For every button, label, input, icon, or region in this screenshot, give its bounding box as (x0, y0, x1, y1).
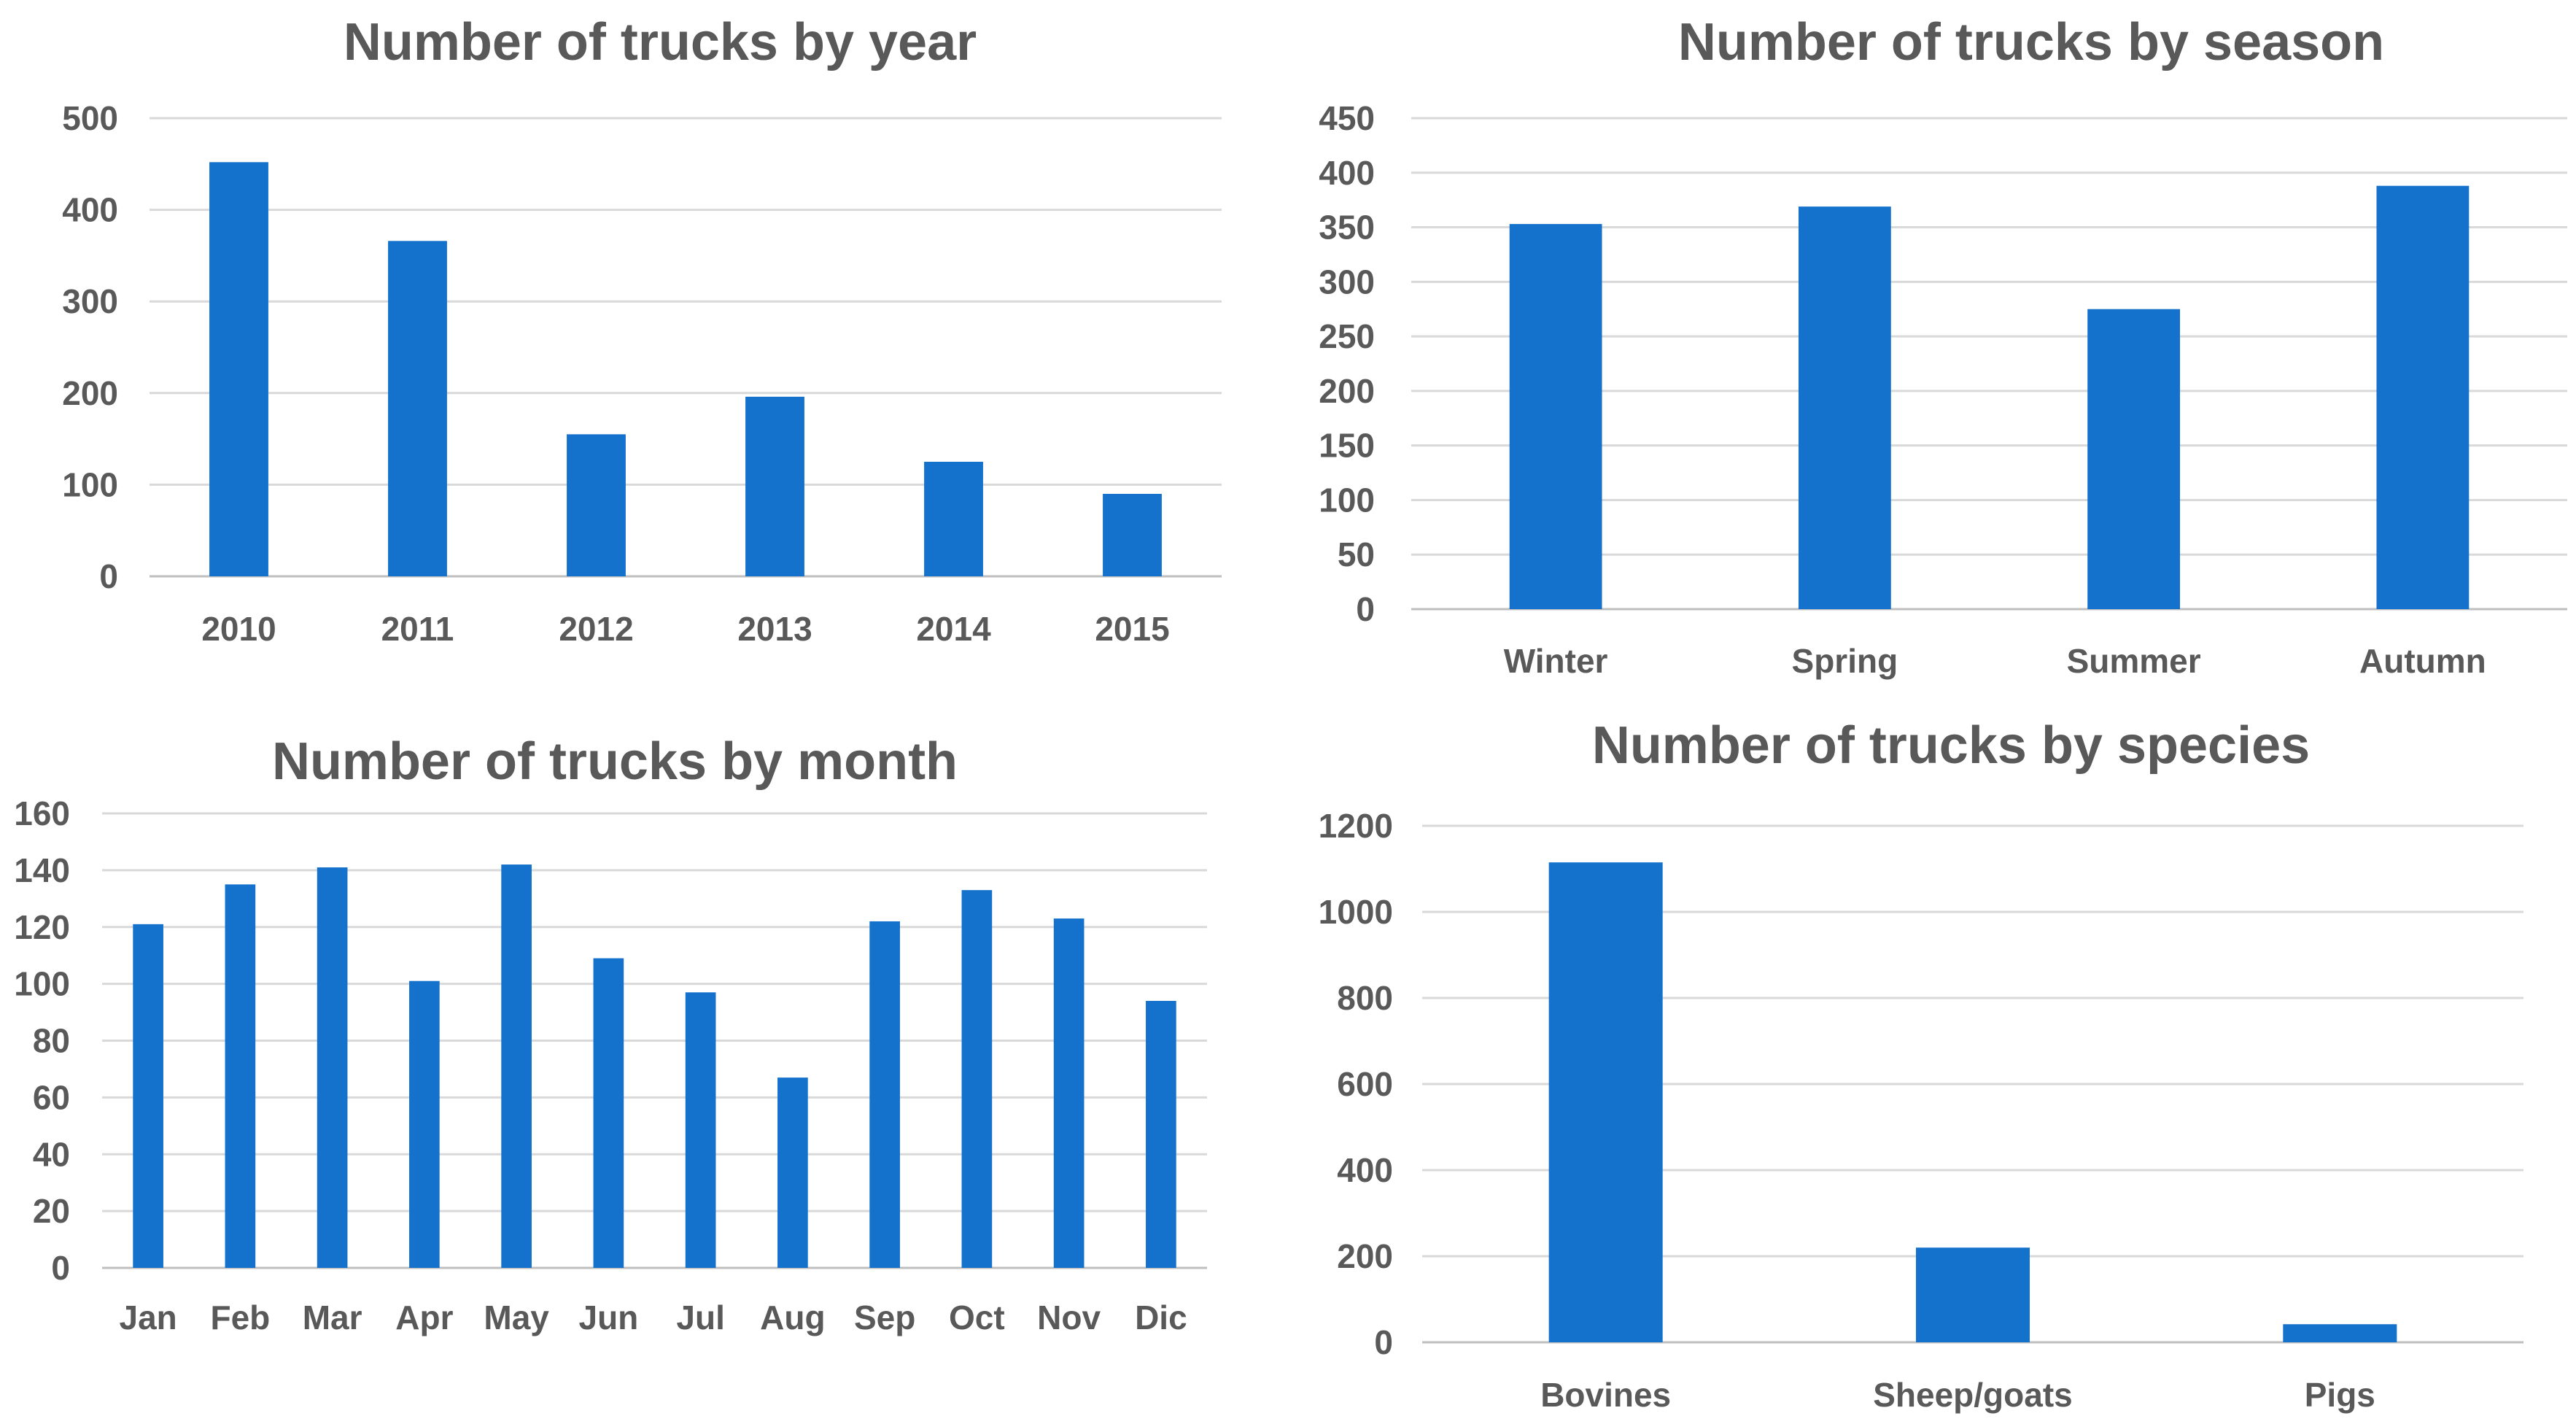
bar-apr (409, 980, 440, 1268)
chart-trucks-by-season: Number of trucks by season 0 50 100 150 200 2… (1319, 13, 2567, 680)
y-tick-label: 600 (1337, 1065, 1393, 1103)
bar-2012 (567, 434, 626, 576)
y-tick-label: 1200 (1319, 807, 1393, 845)
x-tick-label: 2014 (916, 610, 991, 648)
bar-bovines (1548, 862, 1663, 1342)
x-tick-label: 2011 (381, 610, 454, 648)
x-tick-label: Nov (1037, 1299, 1101, 1336)
bar-feb (225, 884, 256, 1268)
bar-2010 (209, 162, 268, 577)
y-tick-label: 100 (62, 465, 118, 503)
x-tick-label: Bovines (1540, 1376, 1671, 1414)
bar-summer (2087, 309, 2181, 609)
bar-oct (961, 890, 993, 1268)
y-tick-label: 300 (62, 282, 118, 320)
x-tick-label: 2010 (201, 610, 276, 648)
bar-sheep-goats (1915, 1247, 2030, 1342)
y-tick-label: 0 (1356, 590, 1375, 628)
bar-aug (777, 1077, 808, 1268)
y-tick-label: 400 (1319, 154, 1375, 192)
y-tick-label: 120 (14, 908, 70, 946)
x-tick-label: Aug (760, 1299, 825, 1336)
bar-nov (1053, 918, 1085, 1268)
y-tick-label: 250 (1319, 317, 1375, 355)
bar-may (501, 864, 532, 1268)
y-tick-label: 0 (99, 557, 118, 595)
y-tick-label: 400 (62, 191, 118, 229)
chart-trucks-by-year: Number of trucks by year 0 100 200 300 400 50… (62, 13, 1222, 648)
y-tick-label: 500 (62, 99, 118, 137)
y-tick-label: 300 (1319, 263, 1375, 301)
bar-dic (1146, 1000, 1176, 1268)
bar-sep (869, 921, 900, 1268)
y-tick-label: 20 (33, 1192, 70, 1230)
bar-2011 (388, 241, 447, 576)
chart-trucks-by-month: Number of trucks by month 0 20 40 60 80 100 12… (14, 732, 1207, 1336)
y-tick-label: 50 (1338, 535, 1375, 573)
x-tick-label: Jul (676, 1299, 724, 1336)
y-tick-label: 100 (1319, 481, 1375, 519)
y-tick-label: 800 (1337, 979, 1393, 1017)
x-tick-label: Summer (2067, 642, 2201, 680)
bar-2013 (745, 396, 804, 576)
y-tick-label: 200 (1337, 1237, 1393, 1275)
y-tick-label: 0 (1374, 1323, 1393, 1361)
bar-pigs (2283, 1324, 2397, 1342)
x-tick-label: Jun (578, 1299, 638, 1336)
bar-2014 (924, 462, 983, 576)
x-tick-label: Sheep/goats (1873, 1376, 2073, 1414)
x-tick-label: 2015 (1095, 610, 1169, 648)
x-tick-label: May (484, 1299, 549, 1336)
x-tick-label: 2013 (737, 610, 812, 648)
x-tick-label: Feb (210, 1299, 270, 1336)
y-tick-label: 100 (14, 965, 70, 1003)
x-tick-label: Spring (1792, 642, 1898, 680)
x-tick-label: Winter (1504, 642, 1608, 680)
y-tick-label: 40 (33, 1135, 70, 1173)
y-tick-label: 1000 (1319, 893, 1393, 931)
chart-trucks-by-species: Number of trucks by species 0 200 400 600 80… (1319, 716, 2523, 1414)
bar-2015 (1103, 493, 1162, 576)
x-tick-label: Sep (854, 1299, 915, 1336)
x-tick-label: 2012 (559, 610, 633, 648)
y-tick-label: 0 (51, 1249, 70, 1287)
chart-title: Number of trucks by month (272, 732, 958, 791)
x-tick-label: Mar (303, 1299, 362, 1336)
bar-jan (133, 924, 163, 1268)
bar-mar (317, 867, 348, 1268)
bar-jun (593, 958, 624, 1268)
y-tick-label: 450 (1319, 99, 1375, 137)
bar-autumn (2376, 185, 2470, 610)
y-tick-label: 200 (1319, 372, 1375, 410)
x-tick-label: Autumn (2359, 642, 2486, 680)
chart-title: Number of trucks by species (1592, 716, 2310, 775)
x-tick-label: Oct (949, 1299, 1005, 1336)
y-tick-label: 200 (62, 374, 118, 412)
chart-title: Number of trucks by season (1678, 13, 2384, 71)
y-tick-label: 160 (14, 794, 70, 832)
x-tick-label: Pigs (2305, 1376, 2375, 1414)
bar-jul (685, 992, 716, 1268)
y-tick-label: 140 (14, 851, 70, 889)
chart-title: Number of trucks by year (344, 13, 977, 71)
y-tick-label: 80 (33, 1022, 70, 1060)
bar-winter (1509, 224, 1602, 610)
bar-spring (1798, 206, 1891, 609)
y-tick-label: 150 (1319, 427, 1375, 465)
y-tick-label: 350 (1319, 209, 1375, 247)
y-tick-label: 60 (33, 1078, 70, 1116)
x-tick-label: Apr (395, 1299, 453, 1336)
y-tick-label: 400 (1337, 1151, 1393, 1189)
x-tick-label: Dic (1135, 1299, 1187, 1336)
x-tick-label: Jan (119, 1299, 176, 1336)
